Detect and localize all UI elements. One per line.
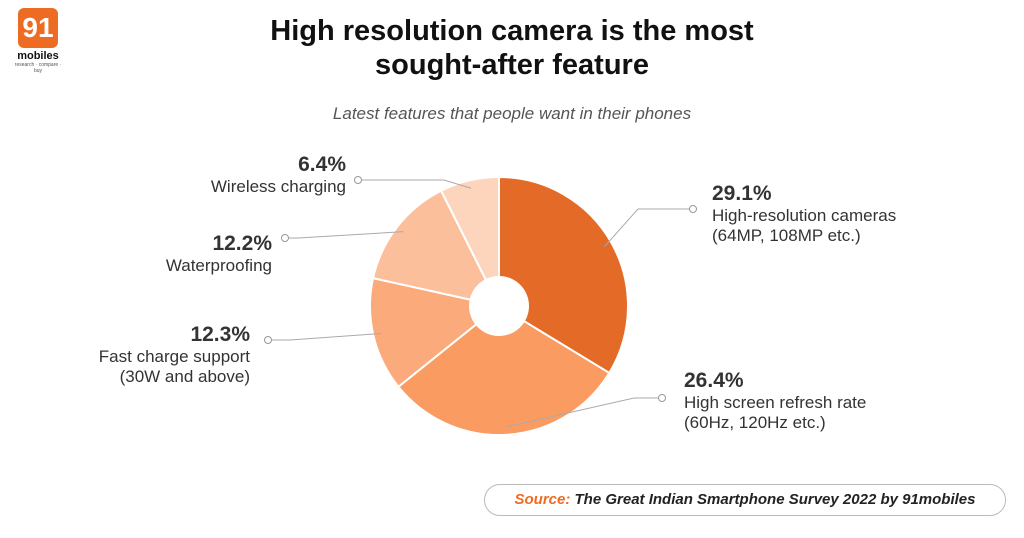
leader-dot <box>689 205 697 213</box>
donut-hole <box>469 276 529 336</box>
category-label-line-1: Fast charge support <box>98 347 250 366</box>
label-fast-charge-support: 12.3% Fast charge support (30W and above… <box>60 323 250 387</box>
data-label-percent: 29.1% <box>712 182 772 205</box>
category-label-line-2: (64MP, 108MP etc.) <box>712 226 861 245</box>
leader-dot <box>658 394 666 402</box>
logo-number: 91 <box>18 8 58 48</box>
source-label: Source: <box>514 491 571 508</box>
category-label-line-2: (30W and above) <box>119 367 250 386</box>
source-text: The Great Indian Smartphone Survey 2022 … <box>574 491 976 508</box>
label-waterproofing: 12.2% Waterproofing <box>100 232 272 276</box>
leader-line <box>268 332 382 341</box>
leader-line <box>604 208 693 247</box>
leader-line <box>358 179 472 189</box>
data-label-percent: 26.4% <box>684 369 744 392</box>
slice-wireless-charging <box>439 175 500 307</box>
label-high-screen-refresh-rate: 26.4% High screen refresh rate (60Hz, 12… <box>684 369 866 433</box>
chart-title-line-1: High resolution camera is the most <box>270 15 754 47</box>
logo-name: mobiles <box>17 50 59 62</box>
leader-dot <box>354 176 362 184</box>
slice-high-resolution-cameras <box>498 175 629 375</box>
chart-title-line-2: sought-after feature <box>375 49 649 81</box>
category-label-line-1: High-resolution cameras <box>712 206 897 225</box>
leader-line <box>285 231 404 239</box>
leader-dot <box>281 234 289 242</box>
label-high-resolution-cameras: 29.1% High-resolution cameras (64MP, 108… <box>712 182 896 246</box>
data-label-percent: 6.4% <box>298 153 346 176</box>
logo-tagline: research · compare · buy <box>14 62 62 74</box>
data-label-percent: 12.3% <box>190 323 250 346</box>
slice-high-screen-refresh-rate <box>396 304 611 436</box>
category-label-line-1: High screen refresh rate <box>684 393 867 412</box>
slice-waterproofing <box>371 189 501 308</box>
category-label-line-1: Waterproofing <box>165 256 272 275</box>
leader-dot <box>264 336 272 344</box>
category-label-line-1: Wireless charging <box>210 177 346 196</box>
label-wireless-charging: 6.4% Wireless charging <box>150 153 346 197</box>
category-label-line-2: (60Hz, 120Hz etc.) <box>684 413 826 432</box>
source-badge: Source: The Great Indian Smartphone Surv… <box>484 484 1006 516</box>
leader-line <box>506 397 662 428</box>
chart-title: High resolution camera is the most sough… <box>0 14 1024 82</box>
chart-subtitle: Latest features that people want in thei… <box>332 104 692 123</box>
slice-fast-charge-support <box>369 276 502 389</box>
data-label-percent: 12.2% <box>212 232 272 255</box>
brand-logo: 91 mobiles research · compare · buy <box>12 8 72 74</box>
